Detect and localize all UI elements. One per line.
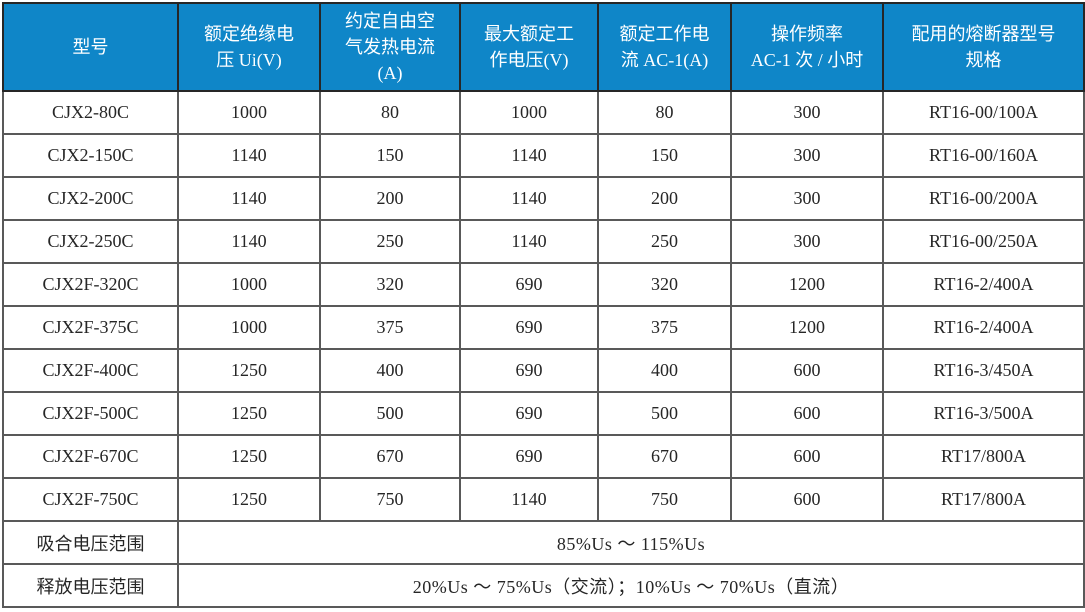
- column-header-max-rated-working-voltage: 最大额定工 作电压(V): [459, 2, 599, 92]
- cell-matching-fuse: RT16-00/100A: [882, 90, 1085, 135]
- table-row: CJX2F-670C 1250 670 690 670 600 RT17/800…: [2, 434, 1085, 479]
- cell-matching-fuse: RT17/800A: [882, 477, 1085, 522]
- cell-conventional-thermal-current: 150: [319, 133, 461, 178]
- cell-rated-working-current: 670: [597, 434, 732, 479]
- column-header-operating-frequency: 操作频率 AC-1 次 / 小时: [730, 2, 884, 92]
- cell-rated-insulation-voltage: 1140: [177, 176, 321, 221]
- cell-operating-frequency: 300: [730, 133, 884, 178]
- table-row: CJX2F-375C 1000 375 690 375 1200 RT16-2/…: [2, 305, 1085, 350]
- header-row: 型号 额定绝缘电 压 Ui(V) 约定自由空 气发热电流 (A) 最大额定工 作…: [2, 2, 1085, 92]
- cell-max-rated-working-voltage: 1000: [459, 90, 599, 135]
- cell-model: CJX2-200C: [2, 176, 179, 221]
- table-row: CJX2F-750C 1250 750 1140 750 600 RT17/80…: [2, 477, 1085, 522]
- cell-matching-fuse: RT16-00/160A: [882, 133, 1085, 178]
- cell-rated-working-current: 375: [597, 305, 732, 350]
- cell-conventional-thermal-current: 200: [319, 176, 461, 221]
- cell-operating-frequency: 1200: [730, 305, 884, 350]
- cell-rated-insulation-voltage: 1250: [177, 477, 321, 522]
- cell-conventional-thermal-current: 80: [319, 90, 461, 135]
- cell-model: CJX2F-750C: [2, 477, 179, 522]
- cell-conventional-thermal-current: 670: [319, 434, 461, 479]
- cell-conventional-thermal-current: 320: [319, 262, 461, 307]
- cell-max-rated-working-voltage: 1140: [459, 133, 599, 178]
- cell-rated-working-current: 500: [597, 391, 732, 436]
- table-row: CJX2-150C 1140 150 1140 150 300 RT16-00/…: [2, 133, 1085, 178]
- table-footer: 吸合电压范围 85%Us ～ 115%Us 释放电压范围 20%Us ～ 75%…: [2, 520, 1085, 608]
- cell-conventional-thermal-current: 250: [319, 219, 461, 264]
- column-header-conventional-thermal-current: 约定自由空 气发热电流 (A): [319, 2, 461, 92]
- cell-rated-insulation-voltage: 1250: [177, 348, 321, 393]
- cell-operating-frequency: 600: [730, 434, 884, 479]
- cell-rated-insulation-voltage: 1250: [177, 391, 321, 436]
- cell-max-rated-working-voltage: 690: [459, 391, 599, 436]
- cell-model: CJX2-250C: [2, 219, 179, 264]
- cell-operating-frequency: 300: [730, 176, 884, 221]
- cell-model: CJX2F-400C: [2, 348, 179, 393]
- cell-max-rated-working-voltage: 690: [459, 305, 599, 350]
- cell-rated-working-current: 400: [597, 348, 732, 393]
- cell-rated-working-current: 250: [597, 219, 732, 264]
- cell-matching-fuse: RT17/800A: [882, 434, 1085, 479]
- cell-rated-working-current: 320: [597, 262, 732, 307]
- release-voltage-label: 释放电压范围: [2, 563, 179, 608]
- table-row: CJX2F-400C 1250 400 690 400 600 RT16-3/4…: [2, 348, 1085, 393]
- cell-rated-insulation-voltage: 1140: [177, 219, 321, 264]
- pickup-voltage-value: 85%Us ～ 115%Us: [177, 520, 1085, 565]
- pickup-voltage-row: 吸合电压范围 85%Us ～ 115%Us: [2, 520, 1085, 565]
- cell-model: CJX2F-670C: [2, 434, 179, 479]
- cell-model: CJX2-80C: [2, 90, 179, 135]
- cell-matching-fuse: RT16-3/500A: [882, 391, 1085, 436]
- release-voltage-value: 20%Us ～ 75%Us（交流）；10%Us ～ 70%Us（直流）: [177, 563, 1085, 608]
- table-header: 型号 额定绝缘电 压 Ui(V) 约定自由空 气发热电流 (A) 最大额定工 作…: [2, 2, 1085, 92]
- cell-operating-frequency: 600: [730, 391, 884, 436]
- cell-max-rated-working-voltage: 690: [459, 434, 599, 479]
- cell-rated-insulation-voltage: 1250: [177, 434, 321, 479]
- table-row: CJX2F-320C 1000 320 690 320 1200 RT16-2/…: [2, 262, 1085, 307]
- cell-matching-fuse: RT16-2/400A: [882, 305, 1085, 350]
- cell-operating-frequency: 300: [730, 219, 884, 264]
- cell-conventional-thermal-current: 500: [319, 391, 461, 436]
- table-row: CJX2-80C 1000 80 1000 80 300 RT16-00/100…: [2, 90, 1085, 135]
- cell-matching-fuse: RT16-00/200A: [882, 176, 1085, 221]
- cell-matching-fuse: RT16-3/450A: [882, 348, 1085, 393]
- table-row: CJX2-250C 1140 250 1140 250 300 RT16-00/…: [2, 219, 1085, 264]
- cell-model: CJX2F-500C: [2, 391, 179, 436]
- pickup-voltage-label: 吸合电压范围: [2, 520, 179, 565]
- cell-conventional-thermal-current: 400: [319, 348, 461, 393]
- cell-max-rated-working-voltage: 690: [459, 348, 599, 393]
- cell-rated-working-current: 200: [597, 176, 732, 221]
- column-header-rated-working-current: 额定工作电 流 AC-1(A): [597, 2, 732, 92]
- cell-rated-insulation-voltage: 1000: [177, 90, 321, 135]
- cell-operating-frequency: 1200: [730, 262, 884, 307]
- table-body: CJX2-80C 1000 80 1000 80 300 RT16-00/100…: [2, 90, 1085, 522]
- column-header-rated-insulation-voltage: 额定绝缘电 压 Ui(V): [177, 2, 321, 92]
- cell-model: CJX2-150C: [2, 133, 179, 178]
- cell-rated-insulation-voltage: 1140: [177, 133, 321, 178]
- cell-matching-fuse: RT16-00/250A: [882, 219, 1085, 264]
- column-header-matching-fuse-type: 配用的熔断器型号 规格: [882, 2, 1085, 92]
- cell-operating-frequency: 600: [730, 477, 884, 522]
- cell-conventional-thermal-current: 750: [319, 477, 461, 522]
- cell-max-rated-working-voltage: 1140: [459, 176, 599, 221]
- cell-operating-frequency: 600: [730, 348, 884, 393]
- cell-rated-insulation-voltage: 1000: [177, 262, 321, 307]
- cell-model: CJX2F-320C: [2, 262, 179, 307]
- cell-operating-frequency: 300: [730, 90, 884, 135]
- cell-conventional-thermal-current: 375: [319, 305, 461, 350]
- cell-max-rated-working-voltage: 690: [459, 262, 599, 307]
- cell-model: CJX2F-375C: [2, 305, 179, 350]
- cell-rated-working-current: 80: [597, 90, 732, 135]
- cell-rated-working-current: 750: [597, 477, 732, 522]
- cell-max-rated-working-voltage: 1140: [459, 219, 599, 264]
- cell-rated-insulation-voltage: 1000: [177, 305, 321, 350]
- release-voltage-row: 释放电压范围 20%Us ～ 75%Us（交流）；10%Us ～ 70%Us（直…: [2, 563, 1085, 608]
- table-row: CJX2F-500C 1250 500 690 500 600 RT16-3/5…: [2, 391, 1085, 436]
- cell-max-rated-working-voltage: 1140: [459, 477, 599, 522]
- table-row: CJX2-200C 1140 200 1140 200 300 RT16-00/…: [2, 176, 1085, 221]
- cell-matching-fuse: RT16-2/400A: [882, 262, 1085, 307]
- cell-rated-working-current: 150: [597, 133, 732, 178]
- column-header-model: 型号: [2, 2, 179, 92]
